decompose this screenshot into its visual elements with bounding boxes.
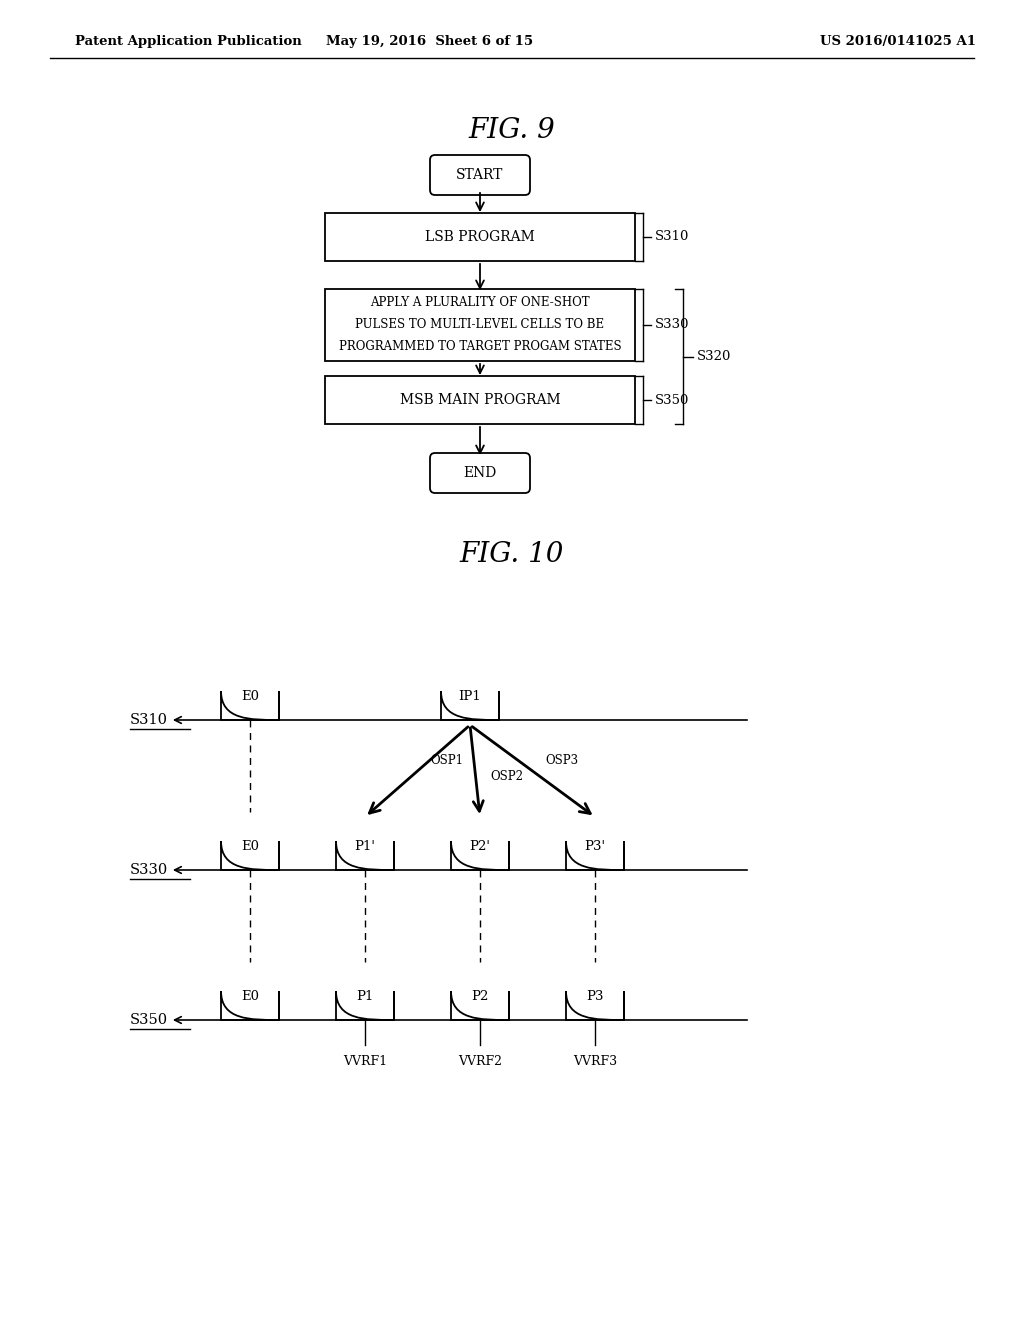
- FancyBboxPatch shape: [430, 154, 530, 195]
- Text: P2: P2: [471, 990, 488, 1002]
- Text: VVRF3: VVRF3: [573, 1055, 617, 1068]
- Text: LSB PROGRAM: LSB PROGRAM: [425, 230, 535, 244]
- Text: P3': P3': [585, 840, 605, 853]
- Text: PULSES TO MULTI-LEVEL CELLS TO BE: PULSES TO MULTI-LEVEL CELLS TO BE: [355, 318, 604, 331]
- Text: OSP1: OSP1: [430, 755, 463, 767]
- PathPatch shape: [336, 841, 394, 870]
- PathPatch shape: [221, 841, 279, 870]
- Text: S330: S330: [130, 863, 168, 876]
- Text: S320: S320: [697, 350, 731, 363]
- Text: P1': P1': [354, 840, 376, 853]
- Text: E0: E0: [241, 840, 259, 853]
- Text: P1: P1: [356, 990, 374, 1002]
- Text: OSP2: OSP2: [490, 770, 523, 783]
- PathPatch shape: [441, 690, 499, 719]
- PathPatch shape: [566, 841, 624, 870]
- Text: START: START: [457, 168, 504, 182]
- Text: PROGRAMMED TO TARGET PROGAM STATES: PROGRAMMED TO TARGET PROGAM STATES: [339, 341, 622, 354]
- Text: MSB MAIN PROGRAM: MSB MAIN PROGRAM: [399, 393, 560, 407]
- Bar: [325, 376, 635, 424]
- Text: S350: S350: [655, 393, 689, 407]
- Text: OSP3: OSP3: [545, 755, 579, 767]
- PathPatch shape: [451, 841, 509, 870]
- Text: Patent Application Publication: Patent Application Publication: [75, 36, 302, 49]
- PathPatch shape: [336, 991, 394, 1020]
- Text: VVRF2: VVRF2: [458, 1055, 502, 1068]
- Text: E0: E0: [241, 689, 259, 702]
- PathPatch shape: [451, 991, 509, 1020]
- Text: APPLY A PLURALITY OF ONE-SHOT: APPLY A PLURALITY OF ONE-SHOT: [371, 297, 590, 309]
- Text: P2': P2': [469, 840, 490, 853]
- Text: S350: S350: [130, 1012, 168, 1027]
- Text: P3: P3: [587, 990, 604, 1002]
- Text: END: END: [464, 466, 497, 480]
- Bar: [325, 213, 635, 261]
- Text: US 2016/0141025 A1: US 2016/0141025 A1: [820, 36, 976, 49]
- Text: FIG. 9: FIG. 9: [469, 116, 555, 144]
- Text: S310: S310: [130, 713, 168, 727]
- Text: FIG. 10: FIG. 10: [460, 541, 564, 569]
- FancyBboxPatch shape: [430, 453, 530, 492]
- PathPatch shape: [221, 991, 279, 1020]
- Text: S330: S330: [655, 318, 689, 331]
- Text: E0: E0: [241, 990, 259, 1002]
- Text: IP1: IP1: [459, 689, 481, 702]
- Bar: [325, 289, 635, 360]
- Text: VVRF1: VVRF1: [343, 1055, 387, 1068]
- PathPatch shape: [221, 690, 279, 719]
- Text: May 19, 2016  Sheet 6 of 15: May 19, 2016 Sheet 6 of 15: [327, 36, 534, 49]
- PathPatch shape: [566, 991, 624, 1020]
- Text: S310: S310: [655, 231, 689, 243]
